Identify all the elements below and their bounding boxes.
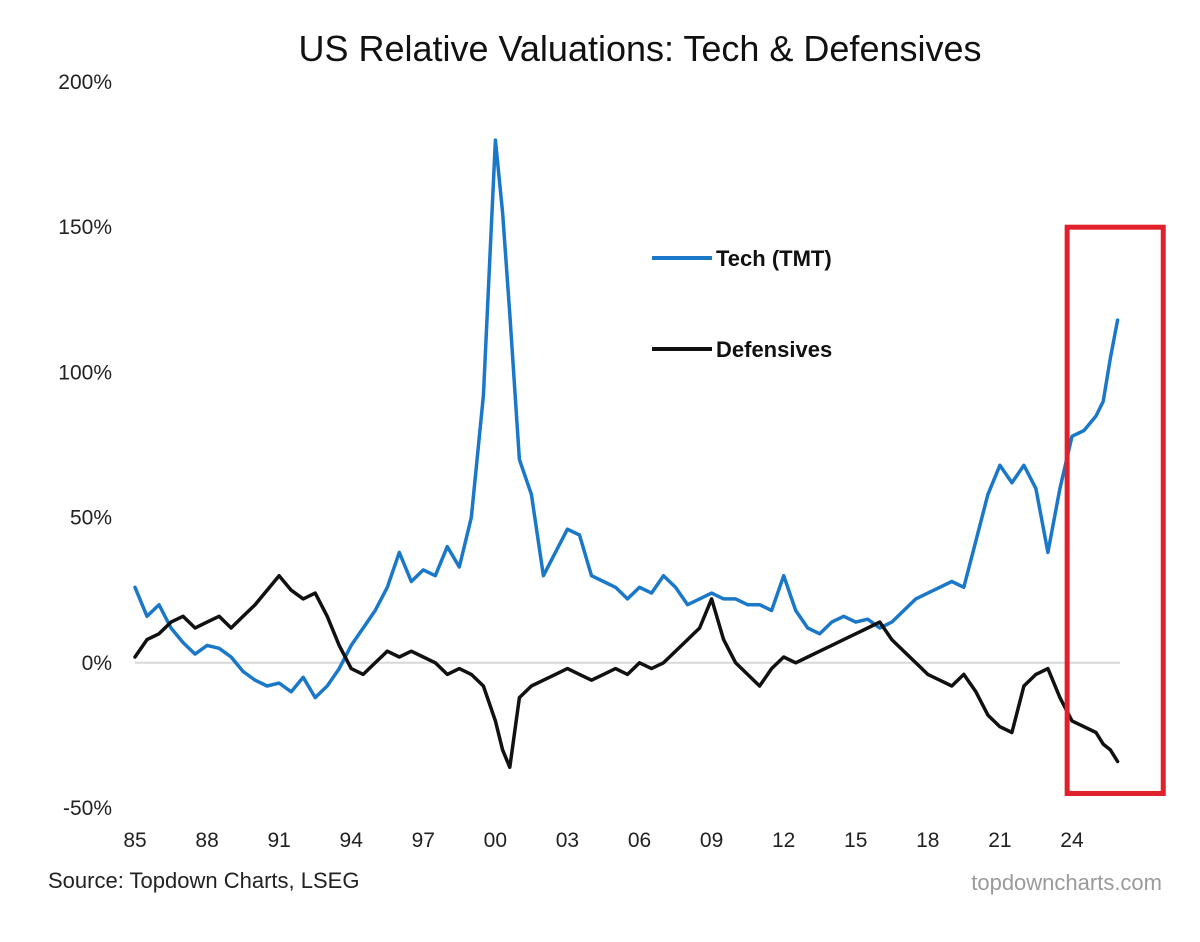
series-line-tech bbox=[133, 138, 1120, 700]
x-tick-label: 06 bbox=[628, 829, 651, 852]
y-axis-ticks: 200% 150% 100% 50% 0% -50% bbox=[58, 71, 112, 820]
x-tick-label: 03 bbox=[556, 829, 579, 852]
watermark: topdowncharts.com bbox=[971, 870, 1162, 895]
y-tick-label: 200% bbox=[58, 71, 112, 94]
legend-label: Tech (TMT) bbox=[716, 246, 832, 271]
x-tick-label: 97 bbox=[412, 829, 435, 852]
y-tick-label: 0% bbox=[82, 652, 112, 675]
chart-title: US Relative Valuations: Tech & Defensive… bbox=[298, 28, 982, 69]
x-tick-label: 24 bbox=[1060, 829, 1084, 852]
legend: Tech (TMT) Defensives bbox=[652, 246, 832, 362]
source-note: Source: Topdown Charts, LSEG bbox=[48, 868, 360, 893]
x-tick-label: 91 bbox=[267, 829, 290, 852]
x-tick-label: 09 bbox=[700, 829, 723, 852]
series-layer bbox=[133, 138, 1120, 770]
x-tick-label: 12 bbox=[772, 829, 795, 852]
x-tick-label: 85 bbox=[123, 829, 146, 852]
highlight-box bbox=[1064, 224, 1166, 796]
y-tick-label: -50% bbox=[63, 797, 112, 820]
legend-label: Defensives bbox=[716, 337, 832, 362]
x-tick-label: 21 bbox=[988, 829, 1011, 852]
x-tick-label: 18 bbox=[916, 829, 939, 852]
x-tick-label: 94 bbox=[340, 829, 364, 852]
y-tick-label: 50% bbox=[70, 507, 112, 530]
x-tick-label: 88 bbox=[195, 829, 218, 852]
series-line-defensives bbox=[133, 573, 1120, 770]
x-tick-label: 15 bbox=[844, 829, 867, 852]
y-tick-label: 150% bbox=[58, 216, 112, 239]
x-tick-label: 00 bbox=[484, 829, 507, 852]
y-tick-label: 100% bbox=[58, 361, 112, 384]
x-axis-ticks: 85 88 91 94 97 00 03 06 09 12 15 18 21 24 bbox=[123, 829, 1084, 852]
